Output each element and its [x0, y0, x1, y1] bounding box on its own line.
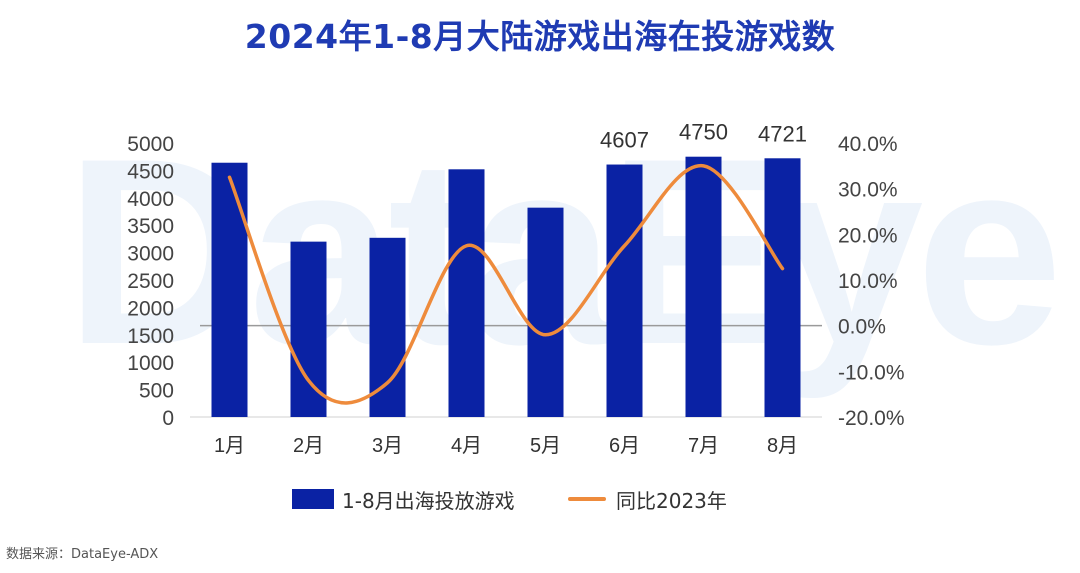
x-tick-label: 4月: [451, 435, 482, 457]
y-right-tick-label: 10.0%: [838, 270, 898, 293]
yoy-line-series: [227, 164, 785, 405]
bar: [211, 162, 248, 417]
y-left-tick-label: 3500: [127, 215, 174, 238]
data-label: 4607: [600, 128, 649, 153]
data-label: 4750: [679, 120, 728, 145]
y-right-tick-label: -10.0%: [838, 361, 905, 384]
bar: [369, 237, 406, 417]
y-left-tick-label: 3000: [127, 243, 174, 266]
bar: [606, 164, 643, 417]
legend-label-line: 同比2023年: [616, 488, 727, 513]
y-left-tick-label: 2500: [127, 270, 174, 293]
bar: [290, 241, 327, 417]
y-left-tick-label: 4500: [127, 160, 174, 183]
y-left-tick-label: 1000: [127, 352, 174, 375]
y-right-tick-label: 40.0%: [838, 133, 898, 156]
y-left-tick-label: 2000: [127, 297, 174, 320]
y-right-tick-label: 20.0%: [838, 224, 898, 247]
legend-item-bars: 1-8月出海投放游戏: [292, 485, 515, 513]
bar: [685, 156, 722, 417]
legend-item-line: 同比2023年: [568, 485, 727, 513]
bar: [448, 169, 485, 417]
y-left-tick-label: 1500: [127, 325, 174, 348]
x-tick-label: 7月: [688, 435, 719, 457]
y-right-tick-label: 0.0%: [838, 316, 886, 339]
x-tick-label: 6月: [609, 435, 640, 457]
y-left-tick-label: 0: [162, 407, 174, 430]
legend-line-swatch: [568, 497, 606, 501]
source-note: 数据来源：DataEye-ADX: [6, 547, 159, 562]
y-right-tick-label: 30.0%: [838, 179, 898, 202]
x-tick-label: 5月: [530, 435, 561, 457]
data-label: 4721: [758, 121, 807, 146]
x-tick-label: 3月: [372, 435, 403, 457]
x-tick-label: 8月: [767, 435, 798, 457]
y-left-tick-label: 500: [139, 380, 174, 403]
y-right-tick-label: -20.0%: [838, 407, 905, 430]
x-tick-label: 2月: [293, 435, 324, 457]
y-left-tick-label: 5000: [127, 133, 174, 156]
legend-bar-swatch: [292, 489, 334, 509]
x-tick-label: 1月: [214, 435, 245, 457]
chart-title: 2024年1-8月大陆游戏出海在投游戏数: [244, 17, 836, 56]
legend-label-bars: 1-8月出海投放游戏: [342, 488, 515, 513]
bar: [764, 158, 801, 418]
y-left-tick-label: 4000: [127, 188, 174, 211]
bar: [527, 207, 564, 417]
